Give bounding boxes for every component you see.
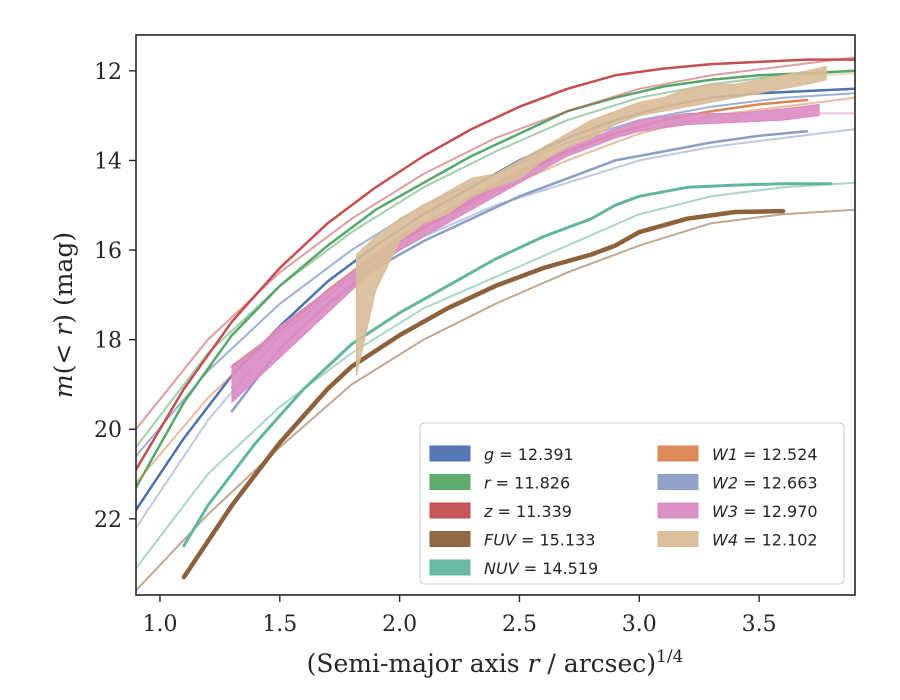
- legend-entry-z: z = 11.339: [483, 502, 572, 521]
- legend-entry-w3: W3 = 12.970: [712, 502, 818, 521]
- x-tick-label: 2.0: [382, 612, 417, 637]
- y-tick-label: 22: [94, 508, 122, 533]
- legend-swatch-fuv: [429, 531, 471, 547]
- fuv-profile-line: [181, 208, 786, 580]
- x-tick-label: 2.5: [502, 612, 537, 637]
- y-tick-label: 18: [94, 329, 122, 354]
- fuv-model-line: [136, 208, 855, 592]
- nuv-model-line: [136, 181, 855, 569]
- legend-swatch-nuv: [429, 559, 471, 576]
- y-tick-label: 16: [94, 239, 122, 264]
- legend-entry-w2: W2 = 12.663: [712, 474, 818, 493]
- legend-swatch-w1: [657, 445, 699, 462]
- x-tick-label: 1.0: [142, 612, 177, 637]
- g-model-line: [136, 92, 855, 457]
- x-tick-label: 1.5: [262, 612, 297, 637]
- legend-swatch-w2: [657, 474, 699, 490]
- legend-entry-r: r = 11.826: [484, 474, 570, 493]
- plot-frame: [135, 34, 856, 596]
- legend-entry-g: g = 12.391: [484, 445, 574, 464]
- r-model-line: [136, 69, 855, 448]
- r-profile-line: [136, 69, 855, 489]
- legend-swatch-r: [429, 474, 471, 490]
- legend-swatch-w3: [657, 502, 699, 519]
- axis-ticks: 1.0 1.5 2.0 2.5 3.0 3.5 12 14 16 18 20 22: [94, 60, 777, 637]
- z-profile-line: [136, 58, 855, 471]
- plot-area: [136, 56, 855, 592]
- x-tick-label: 3.5: [742, 612, 777, 637]
- legend-swatch-w4: [657, 531, 699, 547]
- legend-entry-w4: W4 = 12.102: [712, 531, 818, 550]
- y-tick-label: 14: [94, 149, 122, 174]
- x-axis-label: (Semi-major axis r / arcsec)1/4: [307, 647, 684, 678]
- legend-box: [419, 422, 845, 585]
- legend: g = 12.391 r = 11.826 z = 11.339 FUV = 15.1…: [419, 422, 845, 585]
- legend-swatch-g: [429, 445, 471, 462]
- y-tick-label: 12: [94, 60, 122, 85]
- w4-profile-band: [356, 65, 827, 376]
- legend-entry-w1: W1 = 12.524: [712, 445, 818, 464]
- legend-entry-nuv: NUV = 14.519: [484, 559, 598, 578]
- nuv-profile-line: [182, 182, 833, 548]
- legend-entry-fuv: FUV = 15.133: [484, 531, 595, 550]
- y-axis-label: m(< r) (mag): [49, 232, 78, 398]
- legend-swatch-z: [429, 502, 471, 519]
- x-tick-label: 3.0: [622, 612, 657, 637]
- y-tick-label: 20: [94, 418, 122, 443]
